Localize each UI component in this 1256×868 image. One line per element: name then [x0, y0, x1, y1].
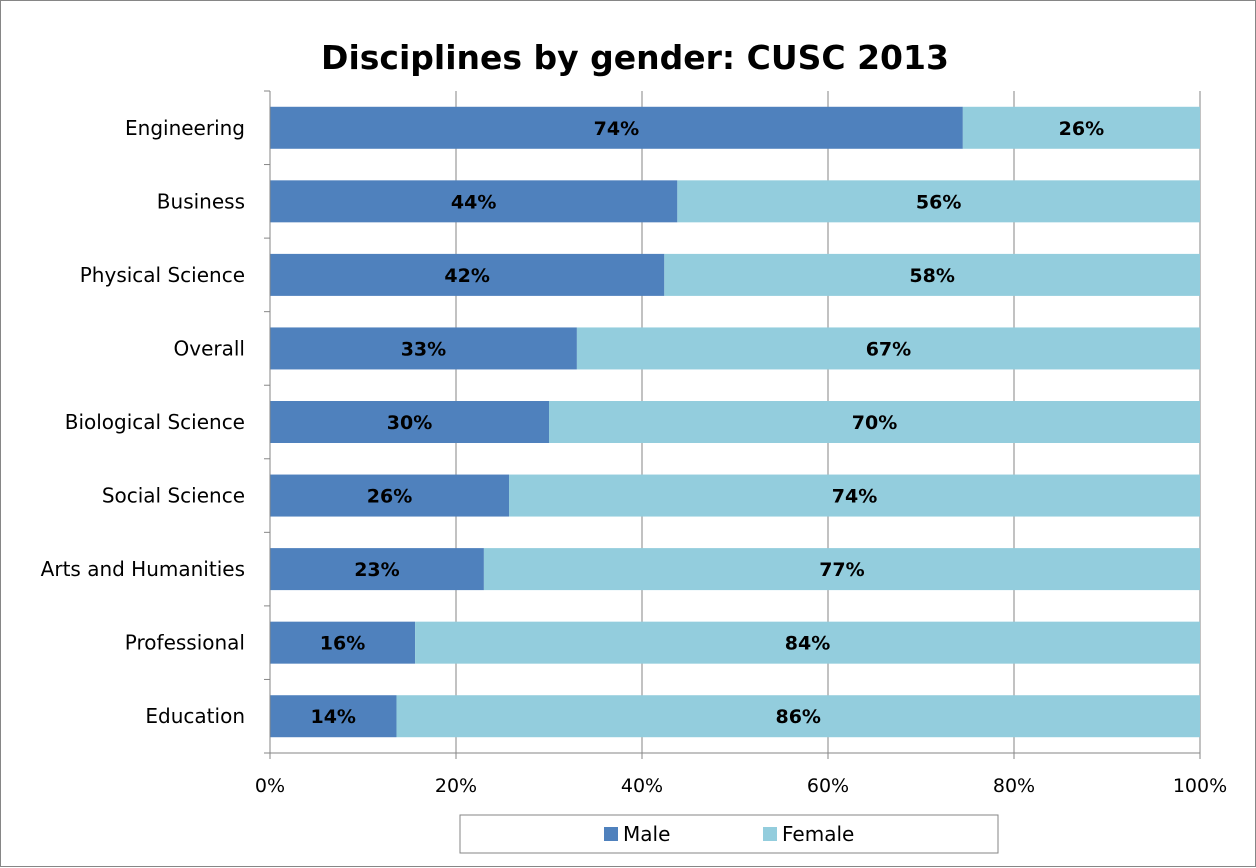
- bar-male: [270, 106, 963, 149]
- legend-label-female: Female: [782, 822, 854, 846]
- axes: [264, 90, 1201, 759]
- data-label-female: 84%: [785, 633, 830, 655]
- category-label: Professional: [125, 631, 245, 655]
- data-label-male: 16%: [320, 633, 365, 655]
- data-label-male: 26%: [367, 486, 412, 508]
- data-label-female: 26%: [1059, 118, 1104, 140]
- bar-male: [270, 180, 678, 223]
- data-label-male: 23%: [354, 559, 399, 581]
- bar-male: [270, 253, 665, 296]
- bar-male: [270, 695, 397, 738]
- data-label-female: 74%: [832, 486, 877, 508]
- category-label: Social Science: [102, 484, 245, 508]
- bar-male: [270, 327, 577, 370]
- legend: Male Female: [459, 814, 999, 854]
- bar-male: [270, 401, 549, 443]
- category-label: Physical Science: [80, 263, 245, 287]
- x-tick-label: 40%: [621, 775, 663, 797]
- bar-female: [576, 327, 1200, 370]
- data-label-female: 67%: [866, 338, 911, 360]
- data-label-female: 70%: [852, 412, 897, 434]
- data-label-male: 44%: [451, 191, 496, 213]
- legend-box: [459, 814, 999, 854]
- category-label: Education: [145, 704, 245, 728]
- category-label: Business: [157, 189, 245, 213]
- x-tick-label: 80%: [993, 775, 1035, 797]
- category-label: Biological Science: [65, 410, 245, 434]
- bar-female: [664, 253, 1200, 296]
- data-label-female: 86%: [775, 706, 820, 728]
- x-tick-label: 20%: [435, 775, 477, 797]
- x-tick-label: 100%: [1173, 775, 1227, 797]
- category-label: Arts and Humanities: [41, 557, 245, 581]
- chart-title: Disciplines by gender: CUSC 2013: [321, 38, 949, 77]
- x-tick-label: 0%: [255, 775, 285, 797]
- category-label: Engineering: [125, 116, 245, 140]
- data-label-male: 42%: [444, 265, 489, 287]
- bar-female: [962, 106, 1200, 149]
- bar-female: [396, 695, 1201, 738]
- data-label-male: 14%: [310, 706, 355, 728]
- data-label-female: 56%: [916, 191, 961, 213]
- data-label-female: 58%: [909, 265, 954, 287]
- labels: 0% 20% 40% 60% 80% 100% Engineering 74% 26% Busin…: [41, 116, 1227, 797]
- bar-male: [270, 548, 484, 591]
- x-tick-label: 60%: [807, 775, 849, 797]
- legend-label-male: Male: [623, 822, 670, 846]
- legend-swatch-male: [604, 827, 618, 841]
- category-label: Overall: [174, 336, 245, 360]
- data-label-male: 33%: [401, 338, 446, 360]
- bar-female: [549, 401, 1200, 443]
- bars: [270, 106, 1201, 738]
- bar-female: [415, 621, 1201, 664]
- bar-male: [270, 474, 510, 517]
- legend-swatch-female: [763, 827, 777, 841]
- data-label-male: 30%: [387, 412, 432, 434]
- bar-male: [270, 621, 416, 664]
- bar-female: [677, 180, 1200, 223]
- bar-female: [483, 548, 1200, 591]
- data-label-female: 77%: [819, 559, 864, 581]
- bar-female: [509, 474, 1200, 517]
- data-label-male: 74%: [594, 118, 639, 140]
